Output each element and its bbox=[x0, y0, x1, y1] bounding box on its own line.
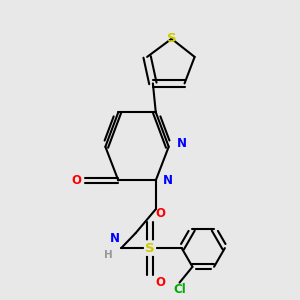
Text: S: S bbox=[167, 32, 176, 45]
Text: H: H bbox=[104, 250, 112, 260]
Text: S: S bbox=[145, 242, 155, 255]
Text: O: O bbox=[71, 174, 81, 187]
Text: O: O bbox=[156, 207, 166, 220]
Text: N: N bbox=[163, 174, 173, 187]
Text: O: O bbox=[156, 276, 166, 289]
Text: N: N bbox=[110, 232, 120, 244]
Text: N: N bbox=[177, 137, 188, 150]
Text: Cl: Cl bbox=[173, 283, 186, 296]
